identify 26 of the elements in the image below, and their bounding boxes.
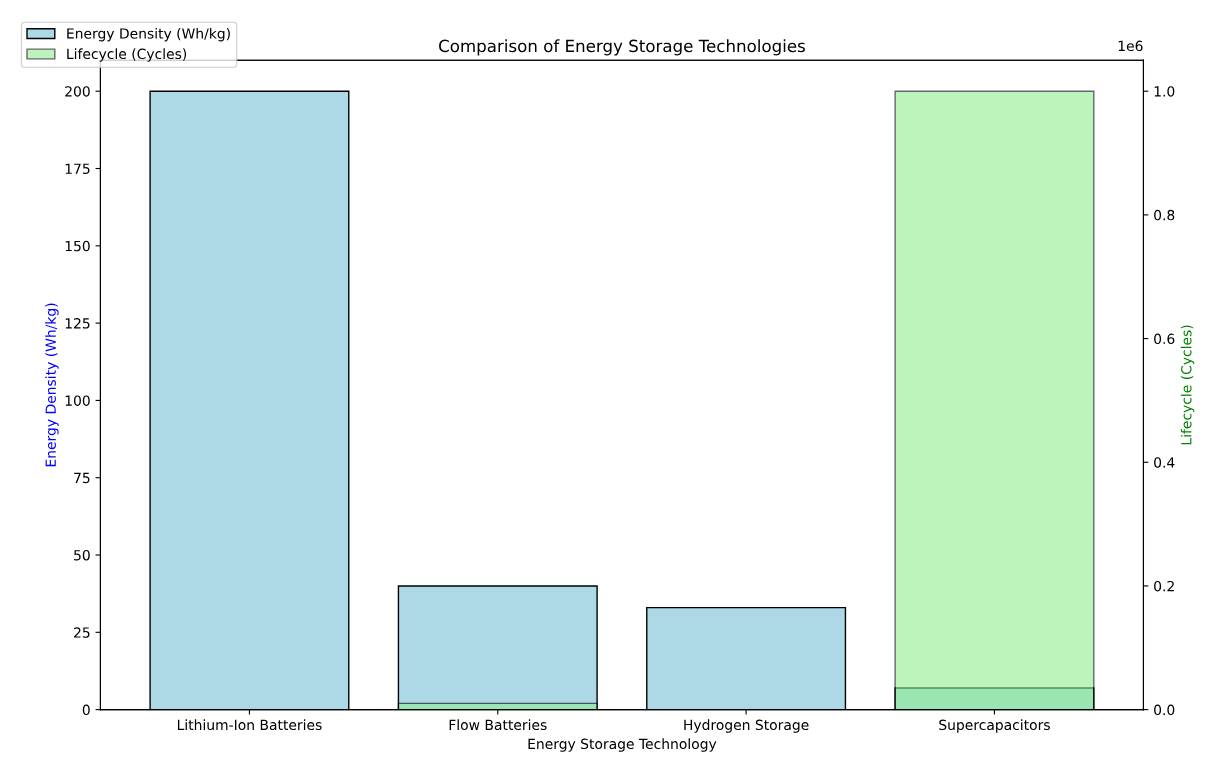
- x-tick-label: Hydrogen Storage: [684, 719, 809, 733]
- chart-title: Comparison of Energy Storage Technologies: [439, 39, 805, 56]
- x-axis-title: Energy Storage Technology: [528, 738, 717, 752]
- y-tick-label: 25: [74, 627, 90, 638]
- legend-label: Lifecycle (Cycles): [67, 48, 187, 62]
- y2-tick-label: 0.0: [1154, 704, 1175, 716]
- y-tick-label: 75: [74, 472, 90, 484]
- y-tick-label: 175: [65, 163, 90, 174]
- legend-label: Energy Density (Wh/kg): [67, 27, 230, 42]
- y-tick-label: 125: [65, 318, 90, 329]
- x-tick-label: Flow Batteries: [449, 719, 547, 731]
- y2-tick-label: 0.4: [1154, 457, 1175, 468]
- y-tick-label: 0: [82, 704, 90, 716]
- y-tick-label: 50: [74, 549, 90, 561]
- y2-axis-title: Lifecycle (Cycles): [1180, 325, 1195, 445]
- y2-tick-label: 0.2: [1154, 580, 1174, 592]
- x-tick-label: Lithium-Ion Batteries: [177, 719, 322, 731]
- y-axis-title: Energy Density (Wh/kg): [45, 303, 59, 467]
- y-tick-label: 200: [65, 86, 90, 97]
- y-tick-label: 100: [65, 395, 90, 406]
- y2-tick-label: 1.0: [1154, 86, 1175, 97]
- y2-tick-label: 0.8: [1154, 209, 1175, 221]
- y-tick-label: 150: [65, 240, 90, 252]
- x-tick-label: Supercapacitors: [939, 719, 1050, 733]
- text: 1e6: [1118, 40, 1143, 52]
- y2-tick-label: 0.6: [1154, 333, 1175, 345]
